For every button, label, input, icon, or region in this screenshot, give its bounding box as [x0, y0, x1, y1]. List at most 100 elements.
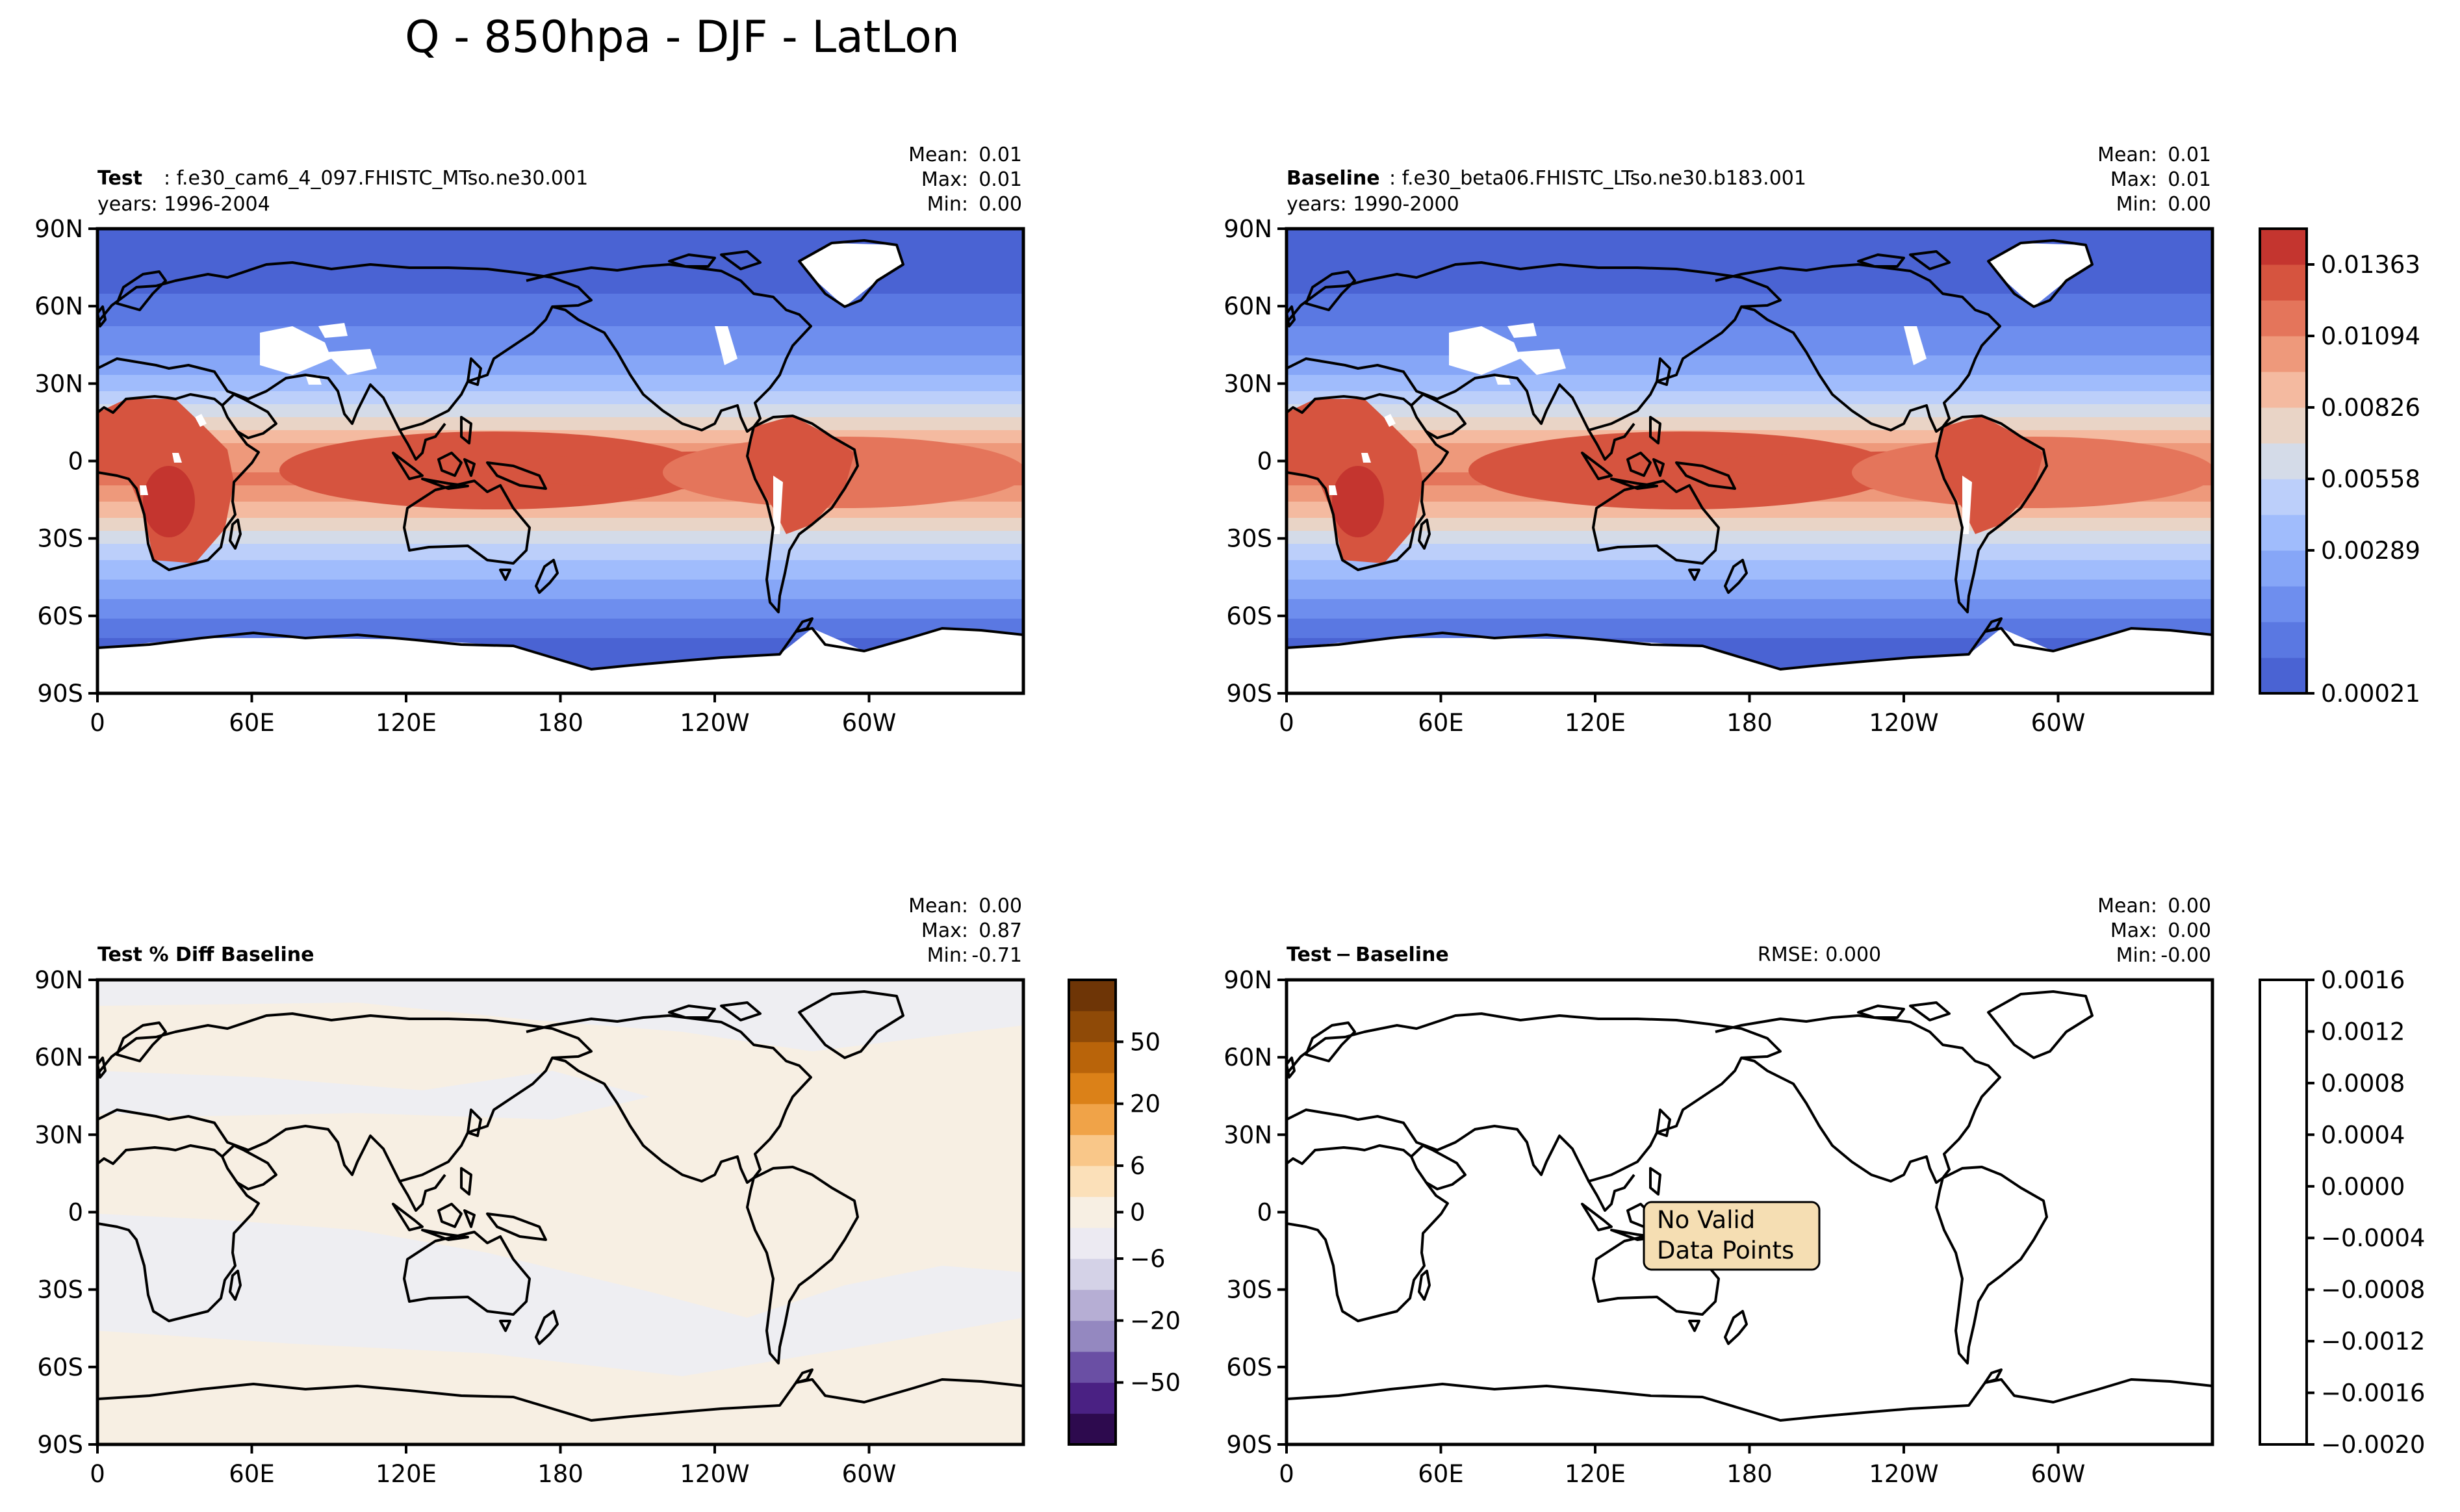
colorbar-diff: 0.0016 0.0012 0.0008 0.0004 0.0000 −0.0004 −0.… [2259, 966, 2425, 1459]
field-band [1287, 391, 2212, 404]
baseline-min-value: 0.00 [2168, 193, 2211, 216]
lat-tick-label: 60N [34, 292, 83, 320]
field-band [1287, 544, 2212, 560]
field-orography-mask [172, 453, 182, 463]
colorbar-tick-label: −6 [1130, 1245, 1166, 1273]
lat-tick-label: 30S [37, 1276, 83, 1304]
field-band [1287, 375, 2212, 391]
pctdiff-max-label: Max: [921, 919, 968, 942]
lat-tick-label: 60N [34, 1044, 83, 1071]
diff-lon-axis: 0 60E 120E 180 120W 60W [1279, 1444, 2085, 1488]
colorbar-segment [1069, 1134, 1116, 1166]
baseline-mean-label: Mean: [2097, 144, 2157, 166]
lat-tick-label: 0 [68, 1199, 83, 1227]
lon-tick-label: 120E [1565, 1460, 1626, 1488]
diff-max-label: Max: [2110, 919, 2157, 942]
lon-tick-label: 120W [1869, 709, 1938, 737]
lon-tick-label: 60W [842, 1460, 897, 1488]
lon-tick-label: 180 [537, 709, 583, 737]
field-orography-mask [773, 476, 783, 534]
field-orography-mask [1904, 326, 1927, 365]
baseline-map [1285, 227, 2214, 695]
colorbar-segment [1069, 1196, 1116, 1228]
lon-tick-label: 120W [680, 1460, 749, 1488]
lat-tick-label: 30N [34, 370, 83, 398]
lat-tick-label: 60N [1224, 1044, 1272, 1071]
lat-tick-label: 30S [37, 525, 83, 553]
field-africa-peak [1332, 466, 1384, 537]
field-orography-mask [195, 414, 207, 427]
colorbar-segment [2260, 336, 2307, 372]
lat-tick-label: 60S [37, 1353, 83, 1381]
colorbar-segment [2260, 550, 2307, 587]
lat-tick-label: 0 [1257, 1199, 1272, 1227]
panel-baseline: Baseline : f.e30_beta06.FHISTC_LTso.ne30… [1224, 144, 2214, 737]
panel-pct-diff: Test % Diff Baseline Mean: 0.00 Max: 0.8… [34, 895, 1025, 1488]
field-band [1287, 599, 2212, 619]
baseline-min-label: Min: [2116, 193, 2157, 216]
field-orography-mask [1962, 476, 1972, 534]
colorbar-segment [1069, 980, 1116, 1012]
panel-difference: Test − Baseline RMSE: 0.000 Mean: 0.00 M… [1224, 895, 2214, 1488]
field-orography-mask [318, 323, 348, 338]
lon-tick-label: 180 [537, 1460, 583, 1488]
test-max-label: Max: [921, 168, 968, 191]
figure-title: Q - 850hpa - DJF - LatLon [405, 12, 960, 63]
field-band [1287, 531, 2212, 544]
colorbar-tick-label: 0.0008 [2321, 1070, 2405, 1097]
colorbar-main: 0.01363 0.01094 0.00826 0.00558 0.00289 0.000… [2259, 227, 2420, 708]
test-label-case: : f.e30_cam6_4_097.FHISTC_MTso.ne30.001 [164, 167, 588, 190]
colorbar-segment [2260, 658, 2307, 694]
field-band [97, 391, 1023, 404]
lat-tick-label: 30N [1224, 1121, 1272, 1149]
colorbar-segment [1069, 1166, 1116, 1198]
baseline-mean-value: 0.01 [2168, 144, 2211, 166]
field-greenland-mask [799, 243, 903, 307]
colorbar-tick-label: 0.00289 [2321, 537, 2420, 565]
pctdiff-map [96, 978, 1025, 1446]
colorbar-frame [2259, 979, 2308, 1446]
colorbar-segment [2260, 372, 2307, 408]
test-map [96, 227, 1025, 695]
test-min-value: 0.00 [979, 193, 1022, 216]
pctdiff-min-label: Min: [927, 944, 968, 967]
colorbar-segment [2260, 229, 2307, 265]
pct-field-negative [97, 1071, 650, 1120]
pctdiff-max-value: 0.87 [979, 919, 1022, 942]
colorbar-segment [1069, 1320, 1116, 1352]
lat-tick-label: 90S [1226, 680, 1272, 708]
diff-min-value: -0.00 [2160, 944, 2211, 967]
field-orography-mask [1384, 414, 1396, 427]
field-greenland-mask [1988, 243, 2092, 307]
colorbar-pctdiff: 50 20 6 0 −6 −20 −50 [1068, 979, 1181, 1446]
colorbar-tick-label: 0.0000 [2321, 1173, 2405, 1201]
lat-tick-label: 60S [37, 602, 83, 630]
colorbar-segment [2260, 515, 2307, 551]
field-orography-mask [140, 485, 148, 495]
no-valid-line1: No Valid [1657, 1206, 1755, 1234]
pctdiff-mean-value: 0.00 [979, 895, 1022, 917]
test-lon-axis: 0 60E 120E 180 120W 60W [90, 693, 896, 737]
lon-tick-label: 0 [90, 1460, 105, 1488]
lon-tick-label: 180 [1726, 709, 1773, 737]
field-band [97, 544, 1023, 560]
colorbar-segment [2260, 479, 2307, 515]
diff-mean-value: 0.00 [2168, 895, 2211, 917]
field-band [1287, 560, 2212, 580]
colorbar-tick-label: 0.00558 [2321, 465, 2420, 493]
lat-tick-label: 0 [68, 448, 83, 476]
diff-lat-axis: 90N 60N 30N 0 30S 60S 90S [1224, 966, 1287, 1459]
test-max-value: 0.01 [979, 168, 1022, 191]
colorbar-segment [1069, 1352, 1116, 1383]
colorbar-tick-label: −0.0016 [2321, 1379, 2425, 1407]
lat-tick-label: 60S [1226, 1353, 1272, 1381]
field-band [1287, 619, 2212, 638]
no-valid-line2: Data Points [1657, 1237, 1794, 1264]
baseline-label-bold: Baseline [1287, 167, 1380, 190]
lon-tick-label: 0 [1279, 709, 1294, 737]
baseline-max-value: 0.01 [2168, 168, 2211, 191]
pct-field-negative [97, 980, 1023, 1051]
colorbar-segment [1069, 1413, 1116, 1445]
lon-tick-label: 60E [229, 709, 274, 737]
lon-tick-label: 120E [376, 709, 437, 737]
